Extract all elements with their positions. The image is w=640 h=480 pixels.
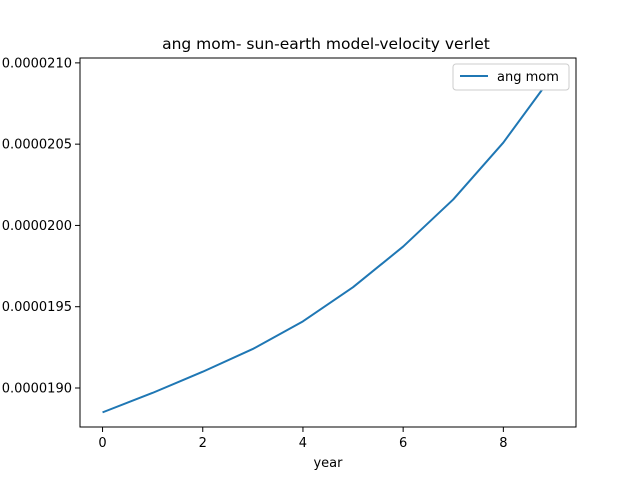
- x-tick-label: 2: [199, 436, 207, 451]
- y-tick-label: 0.0000200: [2, 219, 72, 234]
- y-axis-ticks: 0.0000190 0.0000195 0.0000200 0.0000205 0.00…: [2, 56, 80, 396]
- legend: ang mom: [452, 63, 570, 91]
- y-tick-label: 0.0000210: [2, 56, 72, 71]
- y-tick-label: 0.0000195: [2, 300, 72, 315]
- plot-area-frame: [79, 57, 577, 428]
- chart-title: ang mom- sun-earth model-velocity verlet: [162, 35, 490, 53]
- x-axis-label: year: [313, 456, 343, 471]
- x-tick-label: 0: [98, 436, 106, 451]
- y-tick-label: 0.0000205: [2, 138, 72, 153]
- y-tick-label: 0.0000190: [2, 381, 72, 396]
- legend-label-ang-mom: ang mom: [497, 70, 559, 85]
- series-layer: [102, 73, 555, 414]
- series-line-ang-mom: [102, 73, 555, 414]
- x-tick-label: 6: [399, 436, 407, 451]
- x-tick-label: 4: [299, 436, 307, 451]
- x-axis-ticks: 0 2 4 6 8: [98, 427, 507, 451]
- legend-box: [452, 63, 570, 91]
- x-tick-label: 8: [499, 436, 507, 451]
